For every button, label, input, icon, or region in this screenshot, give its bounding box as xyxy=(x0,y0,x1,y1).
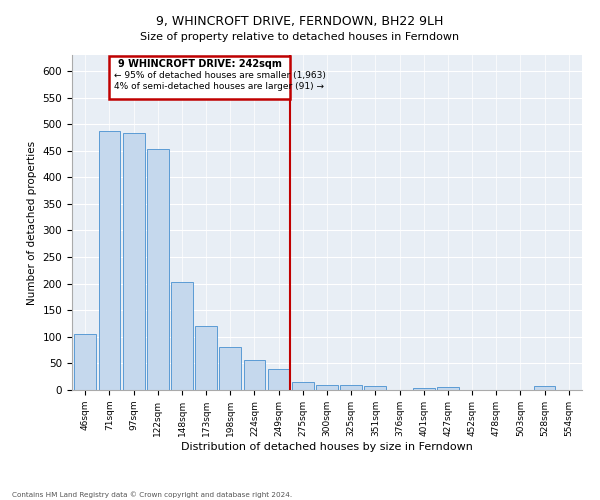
Bar xyxy=(316,385,338,390)
Bar xyxy=(171,282,193,390)
Y-axis label: Number of detached properties: Number of detached properties xyxy=(27,140,37,304)
Text: 9, WHINCROFT DRIVE, FERNDOWN, BH22 9LH: 9, WHINCROFT DRIVE, FERNDOWN, BH22 9LH xyxy=(157,15,443,28)
Bar xyxy=(533,386,556,390)
Text: 4% of semi-detached houses are larger (91) →: 4% of semi-detached houses are larger (9… xyxy=(114,82,324,90)
Text: 9 WHINCROFT DRIVE: 242sqm: 9 WHINCROFT DRIVE: 242sqm xyxy=(118,58,281,68)
Bar xyxy=(292,382,314,390)
Bar xyxy=(413,388,434,390)
X-axis label: Distribution of detached houses by size in Ferndown: Distribution of detached houses by size … xyxy=(181,442,473,452)
Text: ← 95% of detached houses are smaller (1,963): ← 95% of detached houses are smaller (1,… xyxy=(114,71,326,80)
Bar xyxy=(123,132,145,390)
Text: Size of property relative to detached houses in Ferndown: Size of property relative to detached ho… xyxy=(140,32,460,42)
Bar xyxy=(195,326,217,390)
Bar xyxy=(147,149,169,390)
Text: Contains HM Land Registry data © Crown copyright and database right 2024.: Contains HM Land Registry data © Crown c… xyxy=(12,491,292,498)
Bar xyxy=(437,387,459,390)
Bar xyxy=(74,334,96,390)
Bar xyxy=(268,368,290,390)
Bar xyxy=(98,131,121,390)
Bar xyxy=(244,360,265,390)
FancyBboxPatch shape xyxy=(109,56,290,98)
Bar xyxy=(220,347,241,390)
Bar xyxy=(364,386,386,390)
Bar xyxy=(340,384,362,390)
